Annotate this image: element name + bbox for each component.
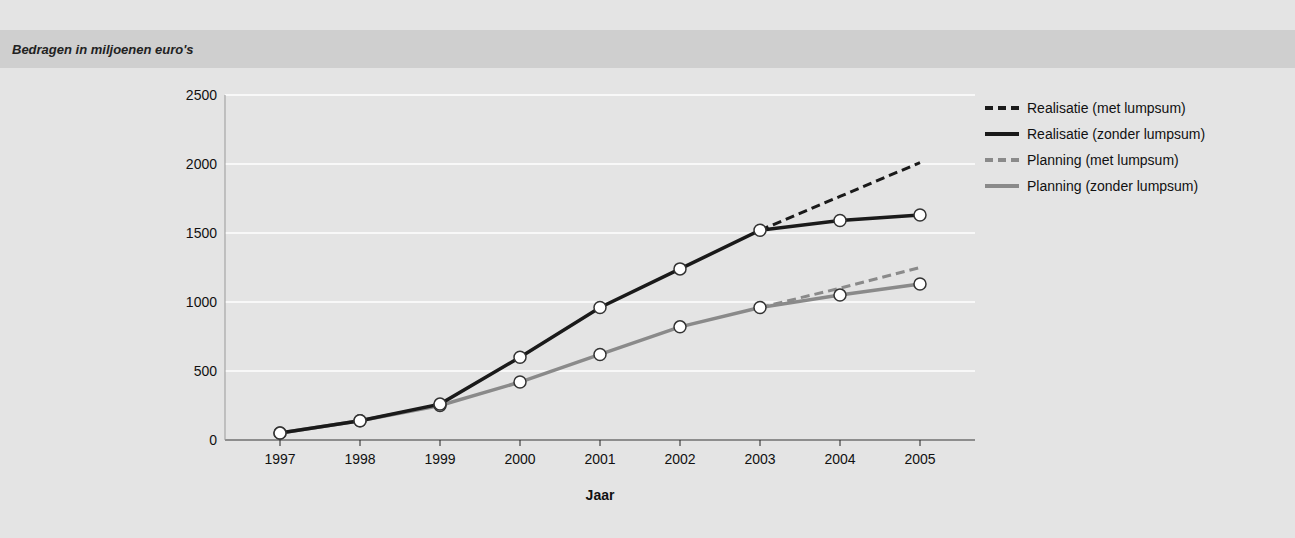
svg-text:2000: 2000 <box>504 451 535 467</box>
svg-text:1998: 1998 <box>344 451 375 467</box>
svg-text:0: 0 <box>209 432 217 448</box>
svg-text:500: 500 <box>194 363 218 379</box>
html-text:Planning (met lumpsum): Planning (met lumpsum) <box>1027 152 1179 168</box>
svg-text:2004: 2004 <box>824 451 855 467</box>
html-text:Realisatie (met lumpsum): Realisatie (met lumpsum) <box>1027 100 1186 116</box>
svg-text:1000: 1000 <box>186 294 217 310</box>
svg-text:2003: 2003 <box>744 451 775 467</box>
svg-text:2005: 2005 <box>904 451 935 467</box>
svg-text:1997: 1997 <box>264 451 295 467</box>
html-text:Planning (zonder lumpsum): Planning (zonder lumpsum) <box>1027 178 1199 194</box>
svg-text:2000: 2000 <box>186 156 217 172</box>
svg-text:2500: 2500 <box>186 87 217 103</box>
svg-text:Jaar: Jaar <box>586 487 615 503</box>
html-text:Realisatie (zonder lumpsum): Realisatie (zonder lumpsum) <box>1027 126 1206 142</box>
html-text:Bedragen in miljoenen euro's: Bedragen in miljoenen euro's <box>12 41 194 57</box>
svg-text:1999: 1999 <box>424 451 455 467</box>
svg-text:1500: 1500 <box>186 225 217 241</box>
svg-text:2001: 2001 <box>584 451 615 467</box>
svg-text:2002: 2002 <box>664 451 695 467</box>
